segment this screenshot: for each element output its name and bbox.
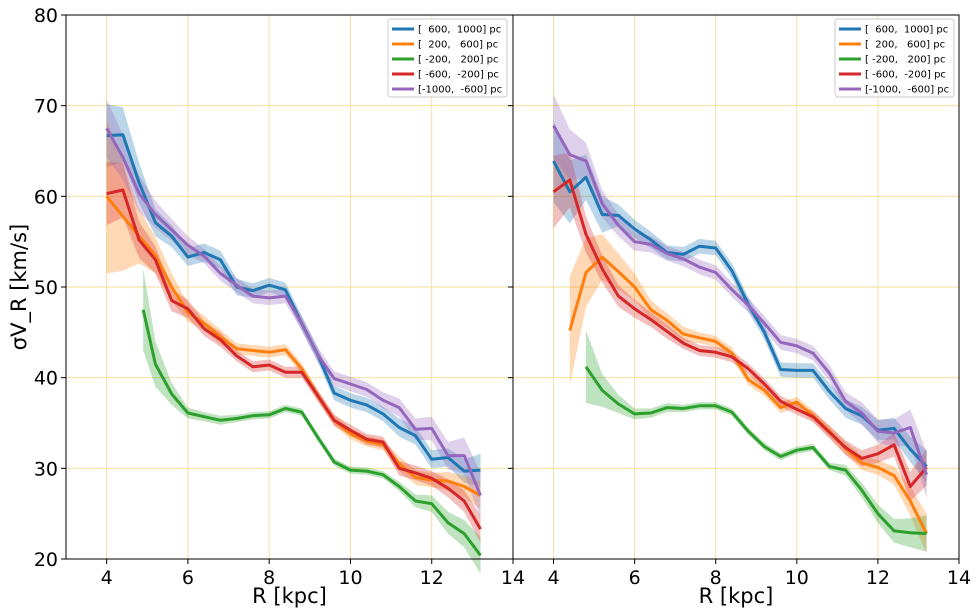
y-tick-label: 80 xyxy=(34,5,58,27)
x-tick-label: 14 xyxy=(501,567,525,589)
legend-label: [ -200, 200] pc xyxy=(865,55,946,66)
legend: [ 600, 1000] pc [ 200, 600] pc [ -200, 200… xyxy=(387,18,508,98)
series-line-2 xyxy=(105,195,482,497)
confidence-band-series-1 xyxy=(553,120,927,483)
legend-label: [-1000, -600] pc xyxy=(418,85,502,96)
x-axis-title: R [kpc] xyxy=(252,584,327,608)
series-line-5 xyxy=(552,124,929,476)
x-tick-label: 12 xyxy=(420,567,444,589)
legend-label: [ -200, 200] pc xyxy=(418,55,499,66)
right-panel: 4 6 8 10 12 14 R [kpc] [ 600, 1000] pc [ 200, 60… xyxy=(508,14,971,608)
series-line-2 xyxy=(568,255,928,535)
legend-label: [ 200, 600] pc xyxy=(865,40,945,51)
y-axis-title: σV_R [km/s] xyxy=(7,224,32,350)
series-line-1 xyxy=(106,133,481,473)
x-axis-title: R [kpc] xyxy=(699,584,774,608)
legend-box xyxy=(834,18,955,98)
legend-label: [ -600, -200] pc xyxy=(865,70,946,81)
y-tick-label: 60 xyxy=(34,186,58,208)
x-tick-label: 10 xyxy=(338,567,362,589)
x-tick-label: 8 xyxy=(263,567,275,589)
legend-label: [ 200, 600] pc xyxy=(418,40,498,51)
legend-box xyxy=(387,18,508,98)
y-tick-label: 20 xyxy=(34,549,58,571)
left-panel: 4 6 8 10 12 14 20 30 40 50 60 70 80 R [kpc] σV_R [km/s… xyxy=(7,5,525,608)
legend-label: [ 600, 1000] pc xyxy=(418,25,501,36)
confidence-band-series-3 xyxy=(586,330,927,552)
y-tick-label: 50 xyxy=(34,277,58,299)
confidence-band-series-3 xyxy=(143,268,481,574)
series-line-5 xyxy=(105,127,482,497)
y-tick-label: 70 xyxy=(34,96,58,118)
x-tick-label: 4 xyxy=(547,567,559,589)
series-line-3 xyxy=(141,309,482,557)
series-line-4 xyxy=(106,188,482,530)
x-tick-label: 4 xyxy=(101,567,113,589)
x-tick-label: 10 xyxy=(785,567,809,589)
y-tick-label: 40 xyxy=(34,368,58,390)
x-tick-label: 14 xyxy=(947,567,971,589)
y-tick-label: 30 xyxy=(34,458,58,480)
x-tick-label: 12 xyxy=(866,567,890,589)
x-tick-label: 6 xyxy=(182,567,194,589)
legend-label: [-1000, -600] pc xyxy=(865,85,949,96)
legend-label: [ 600, 1000] pc xyxy=(865,25,948,36)
series-line-3 xyxy=(584,365,927,536)
series-line-4 xyxy=(552,178,928,488)
x-tick-label: 6 xyxy=(629,567,641,589)
legend: [ 600, 1000] pc [ 200, 600] pc [ -200, 200… xyxy=(834,18,955,98)
legend-label: [ -600, -200] pc xyxy=(418,70,499,81)
x-tick-label: 8 xyxy=(710,567,722,589)
